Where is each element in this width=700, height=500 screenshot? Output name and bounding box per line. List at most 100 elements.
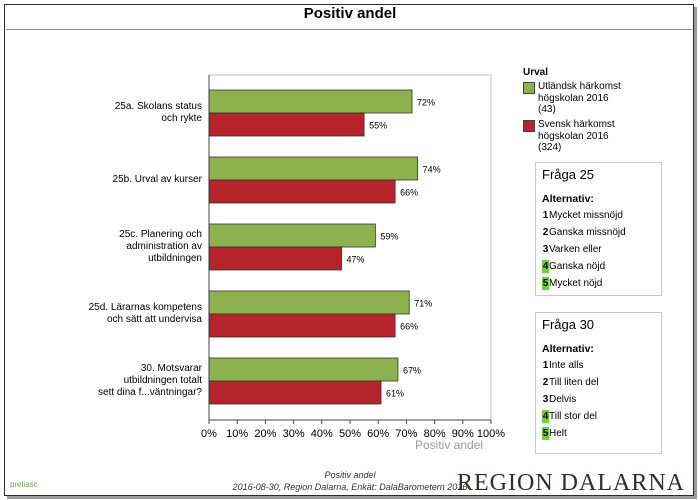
x-tick-label: 20%: [254, 428, 276, 440]
bar-utlandsk: [208, 89, 413, 114]
category-label-line: 25b. Urval av kurser: [112, 174, 202, 185]
bar-value-label: 74%: [423, 165, 441, 175]
fraga30-title: Fråga 30: [542, 317, 595, 332]
category-label: 25d. Lärarnas kompetens och sätt att unde…: [82, 302, 202, 326]
legend-label: Utländsk härkomst högskolan 2016 (43): [538, 81, 648, 116]
category-label-line: sett dina f...väntningar?: [98, 387, 202, 398]
legend-label: Svensk härkomst högskolan 2016 (324): [538, 119, 648, 154]
category-label-line: 25c. Planering och: [119, 229, 202, 240]
bar-value-label: 61%: [386, 389, 404, 399]
fraga25-alt-label: Alternativ:: [542, 193, 594, 205]
option-number: 1: [542, 210, 549, 221]
bar-svensk: [208, 179, 396, 204]
option-number: 1: [542, 360, 549, 371]
bar-svensk: [208, 112, 365, 137]
option-item: 4Till stor del: [542, 410, 597, 423]
option-number: 2: [542, 377, 549, 388]
category-label: 30. Motsvarar utbildningen totalt sett din…: [82, 363, 202, 399]
option-text: Ganska nöjd: [549, 261, 606, 272]
x-tick-label: 60%: [367, 428, 389, 440]
bar-utlandsk: [208, 290, 410, 315]
x-axis-label: Positiv andel: [415, 438, 483, 452]
fraga30-alt-label: Alternativ:: [542, 343, 594, 355]
option-number: 4: [542, 410, 549, 423]
fraga30-panel: Fråga 30 Alternativ: 1Inte alls 2Till lit…: [535, 312, 662, 454]
option-text: Inte alls: [549, 360, 584, 371]
chart-title: Positiv andel: [303, 5, 397, 22]
category-label-line: administration av: [126, 241, 202, 252]
legend-label-line: högskolan 2016: [538, 92, 609, 104]
x-tick-label: 30%: [283, 428, 305, 440]
option-item: 1Inte alls: [542, 359, 584, 372]
title-divider: [6, 29, 692, 30]
x-tick-label: 70%: [395, 428, 417, 440]
option-text: Delvis: [549, 394, 577, 405]
option-text: Varken eller: [549, 244, 602, 255]
legend-swatch: [523, 120, 535, 132]
option-item: 5Helt: [542, 427, 567, 440]
option-text: Till liten del: [549, 377, 599, 388]
bar-utlandsk: [208, 156, 419, 181]
bar-value-label: 71%: [414, 299, 432, 309]
bar-value-label: 55%: [369, 121, 387, 131]
x-tick-label: 80%: [424, 428, 446, 440]
category-label-line: utbildningen: [148, 253, 202, 264]
legend-swatch: [523, 82, 535, 94]
option-item: 5Mycket nöjd: [542, 277, 602, 290]
option-text: Till stor del: [549, 411, 597, 422]
fraga25-panel: Fråga 25 Alternativ: 1Mycket missnöjd 2Ga…: [535, 162, 662, 296]
option-item: 4Ganska nöjd: [542, 260, 605, 273]
bar-value-label: 67%: [403, 366, 421, 376]
option-text: Ganska missnöjd: [549, 227, 626, 238]
x-tick-label: 0%: [201, 428, 217, 440]
option-number: 5: [542, 277, 549, 290]
option-item: 3Delvis: [542, 393, 577, 406]
option-text: Mycket missnöjd: [549, 210, 623, 221]
bar-svensk: [208, 313, 396, 338]
x-tick-label: 50%: [339, 428, 361, 440]
legend-label-line: högskolan 2016: [538, 130, 609, 142]
option-text: Helt: [549, 428, 567, 439]
bar-value-label: 47%: [347, 255, 365, 265]
x-tick-label: 40%: [311, 428, 333, 440]
footer-line2: 2016-08-30, Region Dalarna, Enkät: DalaB…: [232, 482, 468, 492]
category-label-line: och rykte: [161, 113, 202, 124]
legend-title: Urval: [523, 67, 549, 78]
category-label-line: utbildningen totalt: [123, 375, 202, 386]
bar-svensk: [208, 380, 382, 405]
fraga25-title: Fråga 25: [542, 167, 595, 182]
footer-line1: Positiv andel: [324, 470, 376, 480]
option-item: 3Varken eller: [542, 243, 602, 256]
category-label-line: 30. Motsvarar: [140, 363, 202, 374]
x-tick-label: 10%: [226, 428, 248, 440]
category-label-line: 25a. Skolans status: [114, 101, 202, 112]
x-tick-label: 90%: [452, 428, 474, 440]
option-item: 2Till liten del: [542, 376, 599, 389]
option-number: 2: [542, 227, 549, 238]
category-label-line: och sätt att undervisa: [106, 314, 202, 325]
legend-label-line: (324): [538, 142, 562, 153]
category-label-line: 25d. Lärarnas kompetens: [88, 302, 202, 313]
bar-value-label: 72%: [417, 98, 435, 108]
category-label: 25b. Urval av kurser: [82, 174, 202, 186]
bar-value-label: 66%: [400, 322, 418, 332]
bar-svensk: [208, 246, 342, 271]
preliasc-logo: preliasc: [10, 480, 38, 489]
category-label: 25c. Planering och administration av utbil…: [82, 229, 202, 265]
legend-label-line: (43): [538, 104, 556, 115]
option-item: 2Ganska missnöjd: [542, 226, 626, 239]
legend-label-line: Svensk härkomst: [538, 119, 615, 130]
bar-utlandsk: [208, 223, 376, 248]
option-text: Mycket nöjd: [549, 278, 603, 289]
category-label: 25a. Skolans status och rykte: [82, 101, 202, 125]
option-number: 3: [542, 244, 549, 255]
bar-value-label: 66%: [400, 188, 418, 198]
legend-label-line: Utländsk härkomst: [538, 81, 621, 92]
region-dalarna-brand: REGION DALARNA: [457, 470, 685, 496]
option-number: 5: [542, 427, 549, 440]
bar-value-label: 59%: [380, 232, 398, 242]
option-item: 1Mycket missnöjd: [542, 209, 623, 222]
x-tick-label: 100%: [477, 428, 505, 440]
option-number: 3: [542, 394, 549, 405]
